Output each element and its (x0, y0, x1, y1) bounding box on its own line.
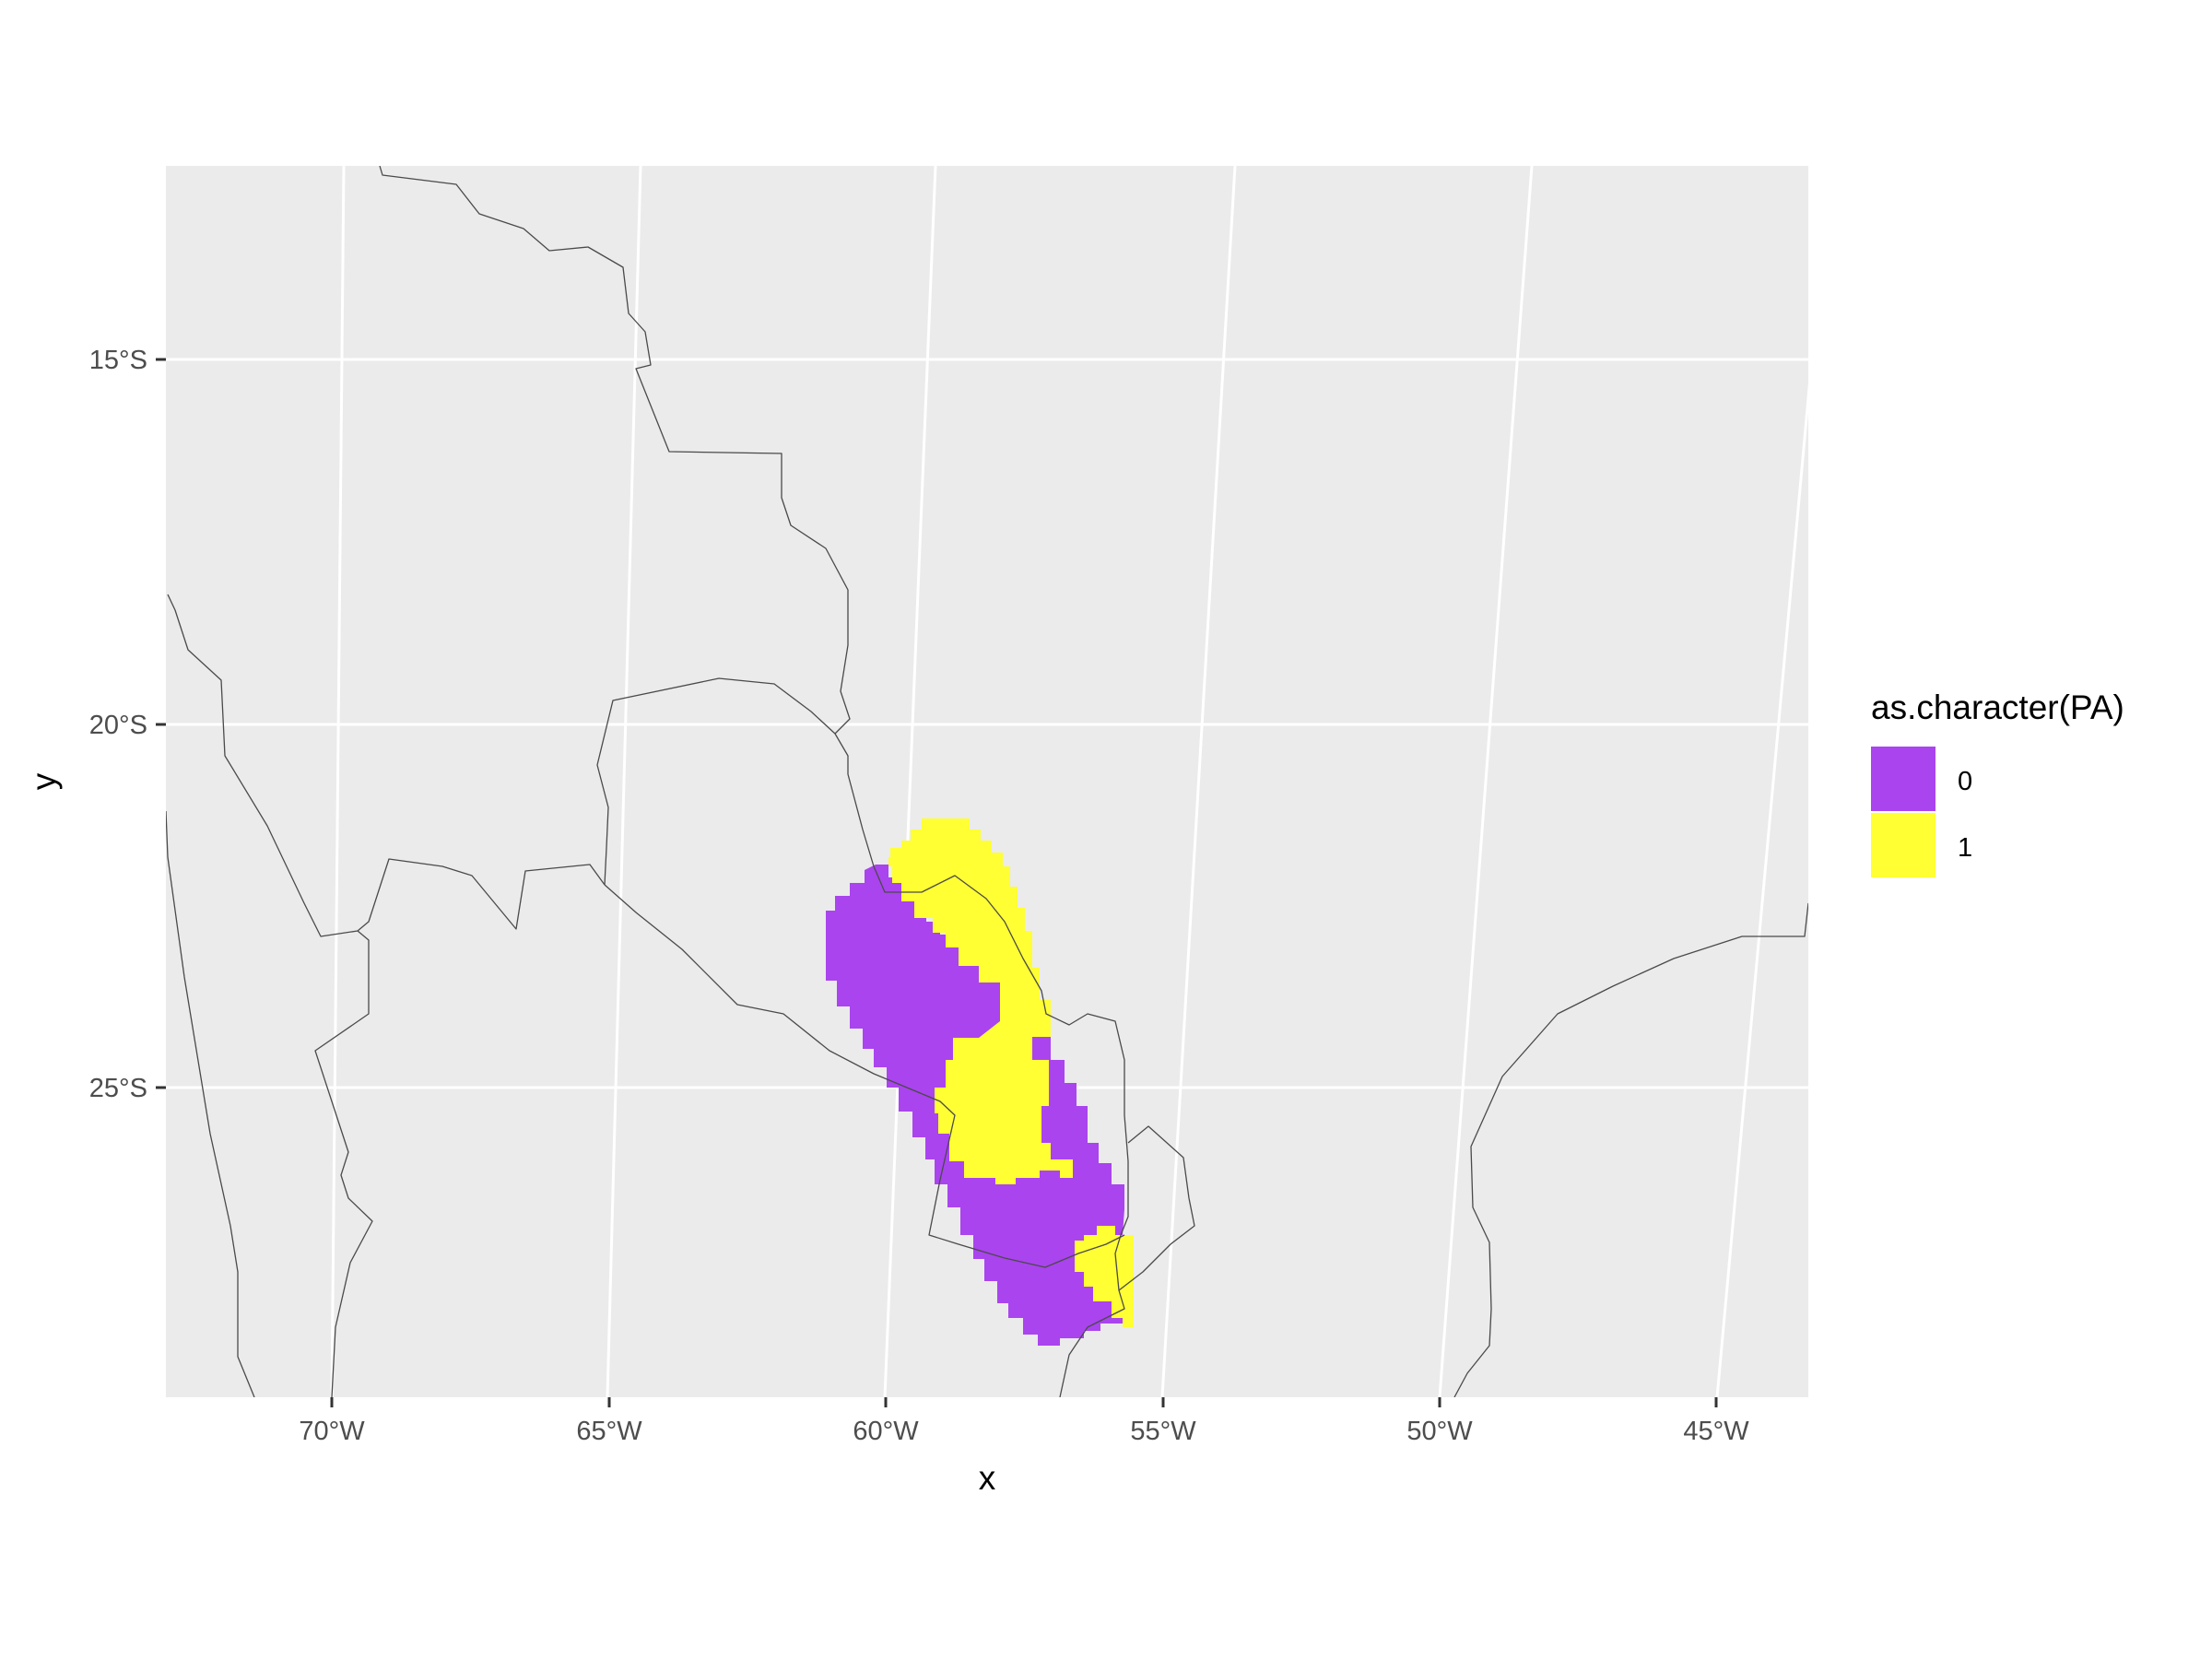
y-axis-title: y (25, 772, 63, 790)
x-tick-label: 60°W (853, 1417, 919, 1446)
x-tick-label: 70°W (299, 1417, 365, 1446)
x-axis-ticks (330, 1397, 1718, 1407)
legend-key-0 (1871, 747, 1936, 811)
x-axis-title: x (979, 1459, 996, 1497)
x-tick-label: 50°W (1406, 1417, 1473, 1446)
y-axis-ticks (156, 358, 166, 1089)
x-tick-label: 45°W (1683, 1417, 1749, 1446)
meridian-45w (1715, 382, 1808, 1397)
meridian-50w (1438, 166, 1534, 1397)
pa-cells-1-south (1075, 1226, 1134, 1327)
coastline-brazil (1453, 902, 1808, 1397)
border-bolivia-paraguay-north (596, 677, 836, 886)
border-paraguay-argentina (604, 884, 1125, 1268)
border-bolivia-argentina-south (314, 930, 373, 1397)
border-peru-bolivia (379, 166, 1129, 1397)
y-tick-labels: 15°S 20°S 25°S (89, 346, 147, 1103)
meridian-65w (606, 166, 642, 1397)
meridian-55w (1160, 166, 1237, 1397)
legend: as.character(PA) 0 1 (1871, 688, 2124, 877)
legend-title: as.character(PA) (1871, 688, 2124, 726)
x-tick-labels: 70°W 65°W 60°W 55°W 50°W 45°W (299, 1417, 1749, 1446)
border-chile-argentina (166, 810, 255, 1397)
y-tick-label: 15°S (89, 346, 147, 375)
legend-label-0: 0 (1958, 767, 1972, 796)
y-tick-label: 20°S (89, 711, 147, 740)
pa-cells-1-north (888, 818, 1073, 1184)
legend-label-1: 1 (1958, 833, 1972, 863)
x-tick-label: 65°W (576, 1417, 642, 1446)
legend-key-1 (1871, 813, 1936, 877)
x-tick-label: 55°W (1130, 1417, 1196, 1446)
country-borders (166, 166, 1808, 1397)
meridian-60w (883, 166, 937, 1397)
y-tick-label: 25°S (89, 1074, 147, 1103)
pa-raster (826, 818, 1134, 1346)
meridian-70w (330, 166, 346, 1397)
border-misiones (1118, 1125, 1195, 1291)
